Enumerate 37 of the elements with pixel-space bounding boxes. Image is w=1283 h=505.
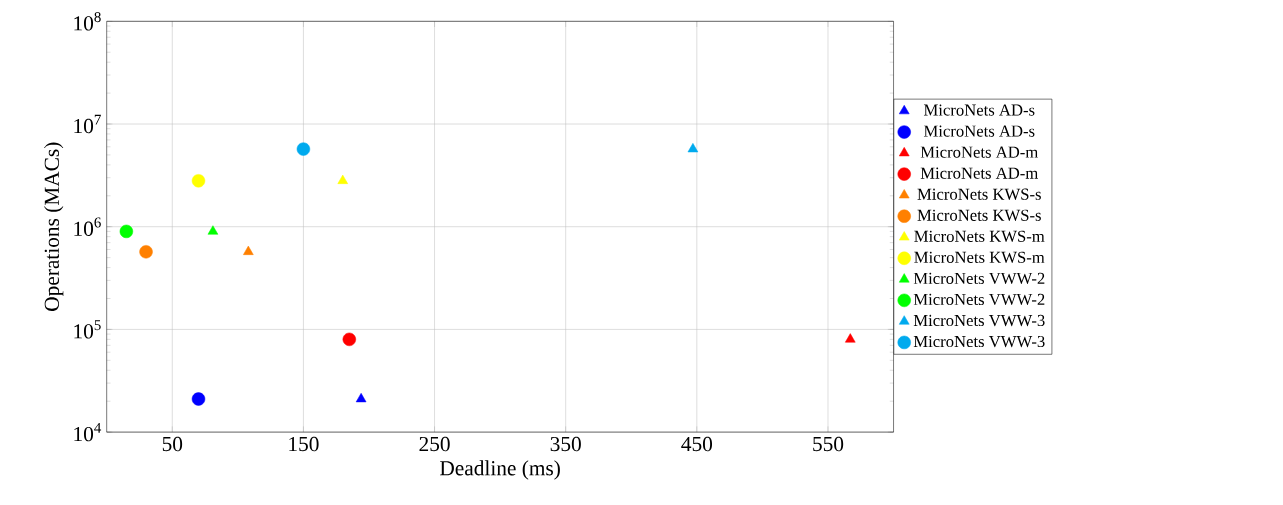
y-tick-label: 10$^{6}$ (74, 217, 101, 236)
point (191, 173, 206, 188)
x-tick-label: 50 (162, 436, 183, 451)
point (139, 244, 153, 259)
x-tick-label: 250 (419, 436, 450, 451)
x-axis-title: Deadline (ms) (440, 460, 560, 480)
legend-label: MicroNets KWS-s (917, 209, 1041, 221)
point (687, 142, 699, 153)
point (119, 224, 134, 238)
y-tick-label: 10$^{8}$ (74, 11, 101, 31)
legend-label: MicroNets AD-m (920, 167, 1039, 179)
legend-label: MicroNets AD-s (923, 104, 1035, 116)
point (191, 392, 206, 406)
legend-label: MicroNets VWW-3 (913, 314, 1045, 326)
legend-label: MicroNets KWS-m (914, 251, 1045, 263)
legend-label: MicroNets VWW-2 (913, 293, 1045, 305)
point (355, 392, 367, 402)
legend-label: MicroNets AD-m (920, 146, 1039, 158)
x-tick-label: 450 (681, 436, 713, 451)
y-tick-label: 10$^{5}$ (74, 320, 101, 339)
y-tick-label: 10$^{4}$ (74, 422, 102, 442)
legend-label: MicroNets KWS-m (914, 230, 1045, 242)
point (342, 332, 356, 346)
point (845, 333, 856, 343)
y-tick-label: 10$^{7}$ (74, 114, 101, 133)
x-tick-label: 550 (813, 436, 844, 451)
point (243, 245, 254, 255)
y-axis-title: Operations (MACs) (44, 142, 64, 311)
point (337, 174, 348, 184)
point (207, 225, 219, 235)
point (296, 142, 311, 156)
x-tick-label: 350 (550, 436, 581, 451)
legend-label: MicroNets KWS-s (917, 188, 1041, 200)
legend-label: MicroNets VWW-2 (913, 272, 1045, 284)
legend-label: MicroNets AD-s (923, 125, 1035, 137)
legend-label: MicroNets VWW-3 (913, 335, 1045, 347)
x-tick-label: 150 (289, 436, 319, 451)
